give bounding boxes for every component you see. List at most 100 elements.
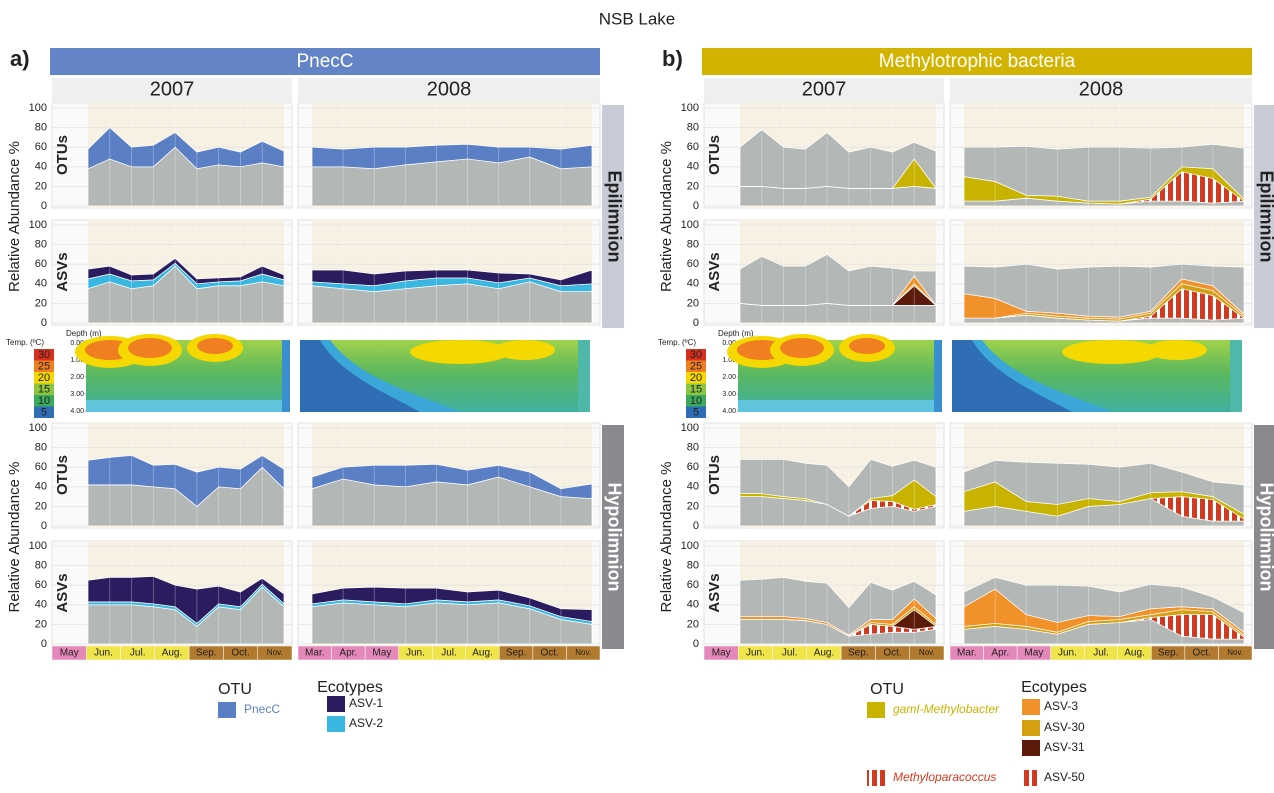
month-label: Sep. xyxy=(506,648,527,659)
month-label: Sep. xyxy=(848,648,869,659)
month-label: May xyxy=(372,648,391,659)
heatmap-warm xyxy=(495,340,555,360)
year-header xyxy=(704,78,944,102)
temp-legend-cell xyxy=(34,383,54,395)
legend-swatch xyxy=(1022,770,1040,786)
y-tick-label: 0 xyxy=(693,200,699,212)
stacked-area xyxy=(739,186,937,207)
heatmap-warm xyxy=(1147,340,1207,360)
temp-legend-cell xyxy=(34,360,54,372)
row-label: OTUs xyxy=(706,135,723,175)
temp-legend-cell xyxy=(686,372,706,384)
heatmap-cold xyxy=(738,400,942,412)
year-label: 2007 xyxy=(802,78,847,100)
depth-tick-label: 2.00 xyxy=(722,374,736,381)
depth-tick-label: 0.00 xyxy=(722,340,736,347)
month-label: Nov. xyxy=(1227,648,1243,657)
stacked-area xyxy=(311,463,593,499)
month-label: Jun. xyxy=(1058,648,1077,659)
row-label: OTUs xyxy=(706,455,723,495)
legend-title: Ecotypes xyxy=(1021,679,1087,696)
temp-tick-label: 30 xyxy=(690,349,702,361)
y-tick-label: 20 xyxy=(687,180,699,192)
y-tick-label: 80 xyxy=(35,442,47,454)
row-label: ASVs xyxy=(706,573,723,612)
month-label: Nov. xyxy=(919,648,935,657)
depth-tick-label: 3.00 xyxy=(70,391,84,398)
depth-label: Depth (m) xyxy=(66,329,102,338)
y-tick-label: 60 xyxy=(35,258,47,270)
depth-label: Depth (m) xyxy=(718,329,754,338)
y-tick-label: 0 xyxy=(693,638,699,650)
temp-tick-label: 25 xyxy=(690,360,702,372)
heatmap-edge xyxy=(934,340,942,412)
stacked-area xyxy=(739,577,937,636)
heatmap-cold xyxy=(86,400,290,412)
temp-legend-cell xyxy=(34,349,54,361)
legend-label: PnecC xyxy=(244,702,280,716)
month-label: Jul. xyxy=(1093,648,1109,659)
month-label: Aug. xyxy=(162,648,183,659)
y-tick-label: 20 xyxy=(35,500,47,512)
figure-title: NSB Lake xyxy=(599,9,676,28)
legend-swatch xyxy=(1022,720,1040,736)
heatmap-hot xyxy=(197,338,233,354)
heatmap-hot xyxy=(849,338,885,354)
row-label: ASVs xyxy=(706,252,723,291)
legend-swatch xyxy=(867,702,885,718)
month-label: Jun. xyxy=(406,648,425,659)
legend-swatch xyxy=(327,696,345,712)
depth-tick-label: 1.00 xyxy=(722,357,736,364)
stacked-area xyxy=(739,129,937,190)
panel-header-text: Methylotrophic bacteria xyxy=(879,51,1076,72)
stacked-area xyxy=(87,257,285,285)
temp-tick-label: 20 xyxy=(38,372,50,384)
y-tick-label: 0 xyxy=(41,317,47,329)
heatmap-colder xyxy=(300,340,420,412)
temp-legend-cell xyxy=(34,372,54,384)
legend-title: OTU xyxy=(870,681,904,698)
y-tick-label: 40 xyxy=(687,161,699,173)
row-label: OTUs xyxy=(54,455,71,495)
stacked-area xyxy=(311,143,593,170)
month-label: May xyxy=(1024,648,1043,659)
layer-label: Epilimnion xyxy=(604,171,624,263)
stacked-area xyxy=(87,576,285,624)
depth-tick-label: 3.00 xyxy=(722,391,736,398)
stacked-area xyxy=(739,458,937,517)
heatmap-colder xyxy=(952,340,1072,412)
y-tick-label: 40 xyxy=(687,599,699,611)
y-tick-label: 40 xyxy=(35,599,47,611)
y-tick-label: 80 xyxy=(687,239,699,251)
y-tick-label: 20 xyxy=(687,618,699,630)
y-tick-label: 60 xyxy=(687,579,699,591)
month-label: Nov. xyxy=(267,648,283,657)
temp-legend-cell xyxy=(34,406,54,418)
month-label: Jul. xyxy=(441,648,457,659)
stacked-area xyxy=(963,263,1245,318)
temp-legend-cell xyxy=(686,406,706,418)
y-tick-label: 100 xyxy=(29,422,47,434)
panel-header-text: PnecC xyxy=(296,51,353,72)
temp-tick-label: 10 xyxy=(38,395,50,407)
legend-title: Ecotypes xyxy=(317,679,383,696)
layer-label: Hypolimnion xyxy=(1256,483,1274,592)
temp-legend-cell xyxy=(34,395,54,407)
y-tick-label: 100 xyxy=(29,102,47,114)
depth-tick-label: 4.00 xyxy=(70,408,84,415)
heatmap-edge xyxy=(1230,340,1242,412)
y-tick-label: 20 xyxy=(35,297,47,309)
legend-label: Methyloparacoccus xyxy=(893,770,996,784)
month-label: Aug. xyxy=(1124,648,1145,659)
y-tick-label: 60 xyxy=(35,141,47,153)
year-header xyxy=(950,78,1252,102)
stacked-area xyxy=(87,455,285,507)
y-tick-label: 100 xyxy=(29,540,47,552)
legend-swatch xyxy=(867,770,885,786)
temp-tick-label: 15 xyxy=(690,383,702,395)
y-axis-label: Relative Abundance % xyxy=(6,141,23,292)
month-label: Nov. xyxy=(575,648,591,657)
legend-label: ASV-30 xyxy=(1044,720,1085,734)
layer-strip xyxy=(1254,105,1274,328)
y-tick-label: 0 xyxy=(41,520,47,532)
